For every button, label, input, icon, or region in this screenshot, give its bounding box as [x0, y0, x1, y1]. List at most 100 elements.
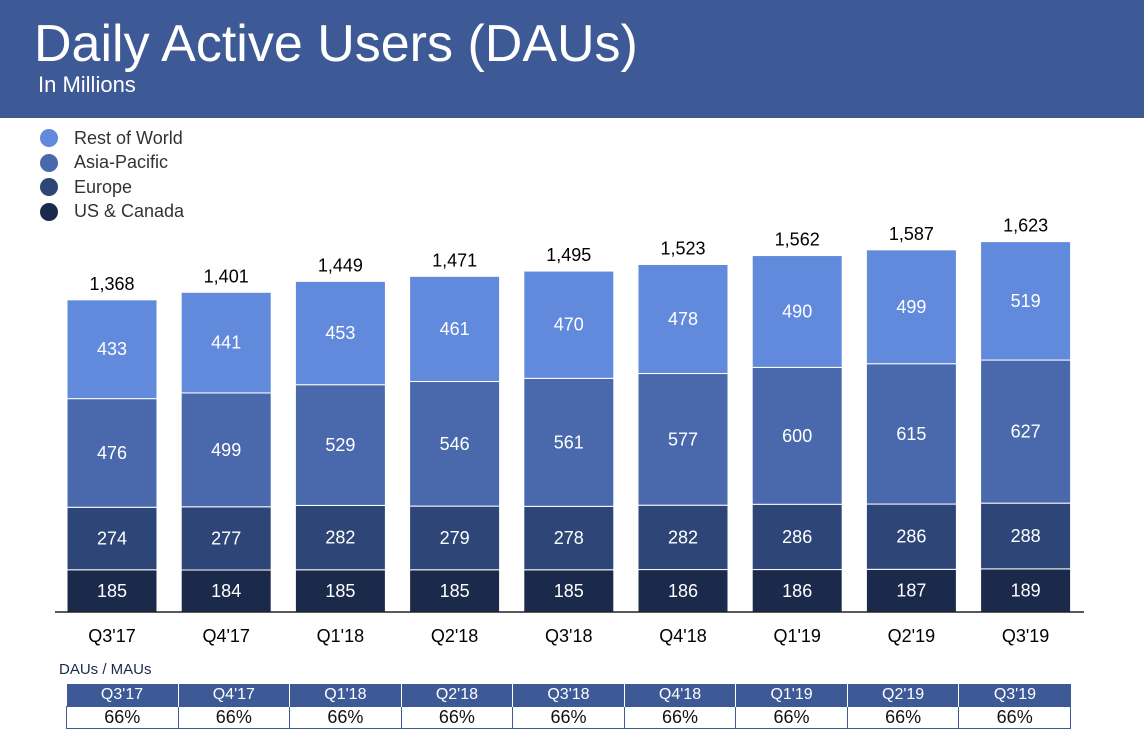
x-tick-label: Q2'19	[888, 626, 935, 646]
ratio-quarter: Q3'19	[958, 684, 1071, 707]
segment-label: 184	[211, 581, 241, 601]
segment-label: 186	[668, 581, 698, 601]
bar-segment	[66, 398, 158, 508]
segment-label: 185	[554, 581, 584, 601]
bar-segment	[523, 377, 615, 507]
bar-segment	[409, 505, 501, 571]
ratio-quarter: Q3'17	[66, 684, 179, 707]
bar-segment	[409, 569, 501, 613]
segment-label: 186	[782, 581, 812, 601]
bar-segment	[294, 384, 386, 506]
ratio-quarter: Q4'18	[623, 684, 736, 707]
ratio-header-row: Q3'17 Q4'17 Q1'18 Q2'18 Q3'18 Q4'18 Q1'19 Q2'19…	[66, 684, 1071, 707]
segment-label: 627	[1011, 422, 1041, 442]
ratio-value: 66%	[958, 706, 1071, 729]
ratio-quarter: Q3'18	[512, 684, 625, 707]
bar-segment	[751, 503, 843, 571]
segment-label: 286	[896, 527, 926, 547]
x-tick-label: Q4'18	[659, 626, 706, 646]
legend-dot-icon	[40, 202, 58, 221]
total-label: 1,449	[318, 255, 363, 275]
bar-segment	[180, 392, 272, 508]
x-tick-label: Q1'18	[317, 626, 364, 646]
segment-label: 461	[440, 319, 470, 339]
ratio-value: 66%	[735, 706, 848, 729]
segment-label: 577	[668, 429, 698, 449]
segment-label: 615	[896, 424, 926, 444]
segment-label: 490	[782, 301, 812, 321]
legend-item-europe: Europe	[40, 175, 184, 200]
segment-label: 279	[440, 528, 470, 548]
legend-dot-icon	[40, 178, 58, 197]
total-label: 1,495	[546, 245, 591, 265]
legend-item-us-canada: US & Canada	[40, 200, 184, 225]
x-tick-label: Q2'18	[431, 626, 478, 646]
bar-segment	[751, 569, 843, 613]
segment-label: 185	[440, 581, 470, 601]
bar-segment	[865, 503, 957, 570]
page-subtitle: In Millions	[38, 72, 136, 97]
legend: Rest of World Asia-Pacific Europe US & C…	[40, 126, 184, 224]
segment-label: 476	[97, 443, 127, 463]
segment-label: 288	[1011, 526, 1041, 546]
bar-segment	[409, 381, 501, 507]
bar-segment	[865, 363, 957, 505]
page-title: Daily Active Users (DAUs)	[34, 15, 638, 73]
segment-label: 499	[211, 440, 241, 460]
legend-item-rest-of-world: Rest of World	[40, 126, 184, 151]
bar-segment	[751, 366, 843, 505]
x-tick-label: Q4'17	[202, 626, 249, 646]
x-tick-label: Q3'17	[88, 626, 135, 646]
bar-segment	[409, 275, 501, 383]
segment-label: 561	[554, 432, 584, 452]
total-label: 1,562	[775, 230, 820, 250]
segment-label: 546	[440, 434, 470, 454]
bar-segment	[180, 569, 272, 613]
segment-label: 433	[97, 339, 127, 359]
ratio-table: Q3'17 Q4'17 Q1'18 Q2'18 Q3'18 Q4'18 Q1'19 Q2'19…	[66, 684, 1071, 729]
ratio-quarter: Q1'19	[735, 684, 848, 707]
bar-segment	[980, 241, 1072, 361]
segment-label: 519	[1011, 291, 1041, 311]
x-tick-label: Q3'18	[545, 626, 592, 646]
header-banner: Daily Active Users (DAUs) In Millions	[0, 0, 1144, 118]
x-tick-label: Q1'19	[773, 626, 820, 646]
bar-segment	[637, 263, 729, 375]
legend-label: Europe	[74, 176, 133, 197]
segment-label: 278	[554, 528, 584, 548]
bar-segment	[180, 506, 272, 571]
segment-label: 185	[97, 581, 127, 601]
bar-segment	[637, 504, 729, 571]
bar-segment	[865, 249, 957, 365]
ratio-value: 66%	[512, 706, 625, 729]
bar-segment	[637, 569, 729, 613]
stacked-bar-chart: 185 274 476 433 1,368 Q3'17 184 277 499 441 1,401 Q…	[55, 216, 1084, 646]
segment-label: 441	[211, 333, 241, 353]
segment-label: 470	[554, 315, 584, 335]
total-label: 1,587	[889, 224, 934, 244]
total-label: 1,623	[1003, 216, 1048, 236]
bar-segment	[523, 569, 615, 613]
ratio-value-row: 66% 66% 66% 66% 66% 66% 66% 66% 66%	[66, 706, 1071, 729]
ratio-value: 66%	[289, 706, 402, 729]
bar-segment	[294, 280, 386, 386]
legend-dot-icon	[40, 129, 58, 148]
legend-label: US & Canada	[74, 201, 185, 222]
ratio-value: 66%	[846, 706, 960, 729]
segment-label: 499	[896, 297, 926, 317]
bar-segment	[294, 569, 386, 613]
ratio-quarter: Q1'18	[289, 684, 402, 707]
bar-segment	[294, 504, 386, 571]
legend-label: Asia-Pacific	[74, 152, 169, 173]
ratio-quarter: Q4'17	[177, 684, 290, 707]
ratio-value: 66%	[623, 706, 737, 729]
bar-segment	[523, 270, 615, 379]
segment-label: 274	[97, 529, 127, 549]
bar-segment	[523, 505, 615, 571]
total-label: 1,401	[204, 266, 249, 286]
segment-label: 277	[211, 528, 241, 548]
segment-label: 282	[325, 528, 355, 548]
ratio-value: 66%	[177, 706, 291, 729]
total-label: 1,368	[89, 274, 134, 294]
bar-segment	[66, 299, 158, 400]
